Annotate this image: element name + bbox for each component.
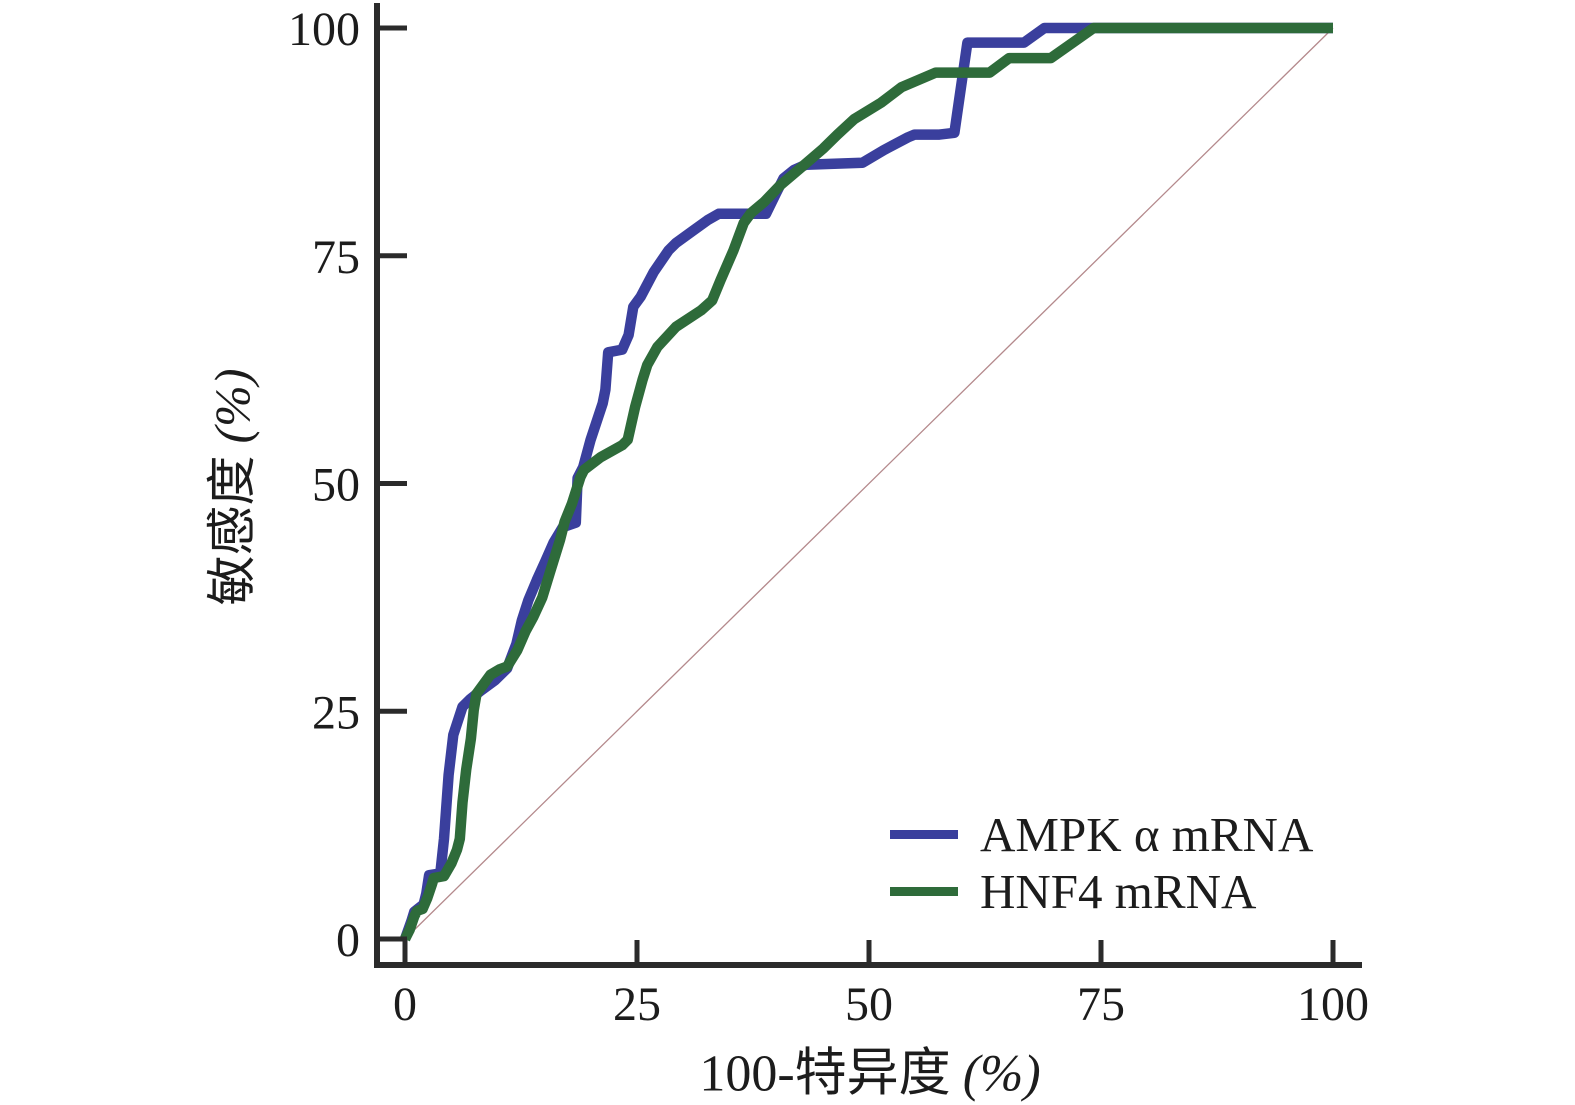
y-axis-title-text: 敏感度 xyxy=(204,455,260,606)
legend-swatch-ampk xyxy=(890,830,958,839)
x-tick-label-25: 25 xyxy=(613,978,661,1031)
y-axis-title-unit: (%) xyxy=(204,368,260,444)
legend-item-hnf4: HNF4 mRNA xyxy=(890,863,1313,920)
legend-item-ampk: AMPK α mRNA xyxy=(890,806,1313,863)
x-axis-title-unit: (%) xyxy=(962,1045,1041,1103)
y-tick-label-0: 0 xyxy=(336,914,360,967)
y-tick-label-50: 50 xyxy=(312,459,360,512)
reference-diagonal-line xyxy=(404,27,1334,940)
x-tick-label-50: 50 xyxy=(845,978,893,1031)
y-tick-label-25: 25 xyxy=(312,686,360,739)
y-tick-label-75: 75 xyxy=(312,231,360,284)
x-axis-title: 100-特异度 (%) xyxy=(699,1031,1040,1105)
x-tick-label-100: 100 xyxy=(1297,978,1369,1031)
y-tick-label-100: 100 xyxy=(288,3,360,56)
x-axis-title-text: 100-特异度 xyxy=(699,1045,951,1103)
legend-swatch-hnf4 xyxy=(890,887,958,896)
x-tick-label-75: 75 xyxy=(1077,978,1125,1031)
roc-curve-ampk xyxy=(400,22,1333,941)
y-axis-title: 敏感度 (%) xyxy=(192,369,264,606)
legend-label-ampk: AMPK α mRNA xyxy=(980,807,1314,862)
legend-label-hnf4: HNF4 mRNA xyxy=(980,864,1257,919)
legend: AMPK α mRNA HNF4 mRNA xyxy=(890,806,1313,920)
roc-curve-hnf4 xyxy=(400,22,1333,942)
x-tick-label-0: 0 xyxy=(393,978,417,1031)
